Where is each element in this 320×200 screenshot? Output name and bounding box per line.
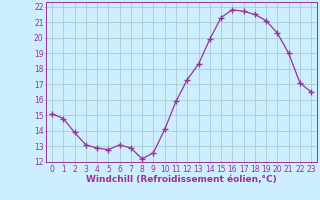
- X-axis label: Windchill (Refroidissement éolien,°C): Windchill (Refroidissement éolien,°C): [86, 175, 277, 184]
